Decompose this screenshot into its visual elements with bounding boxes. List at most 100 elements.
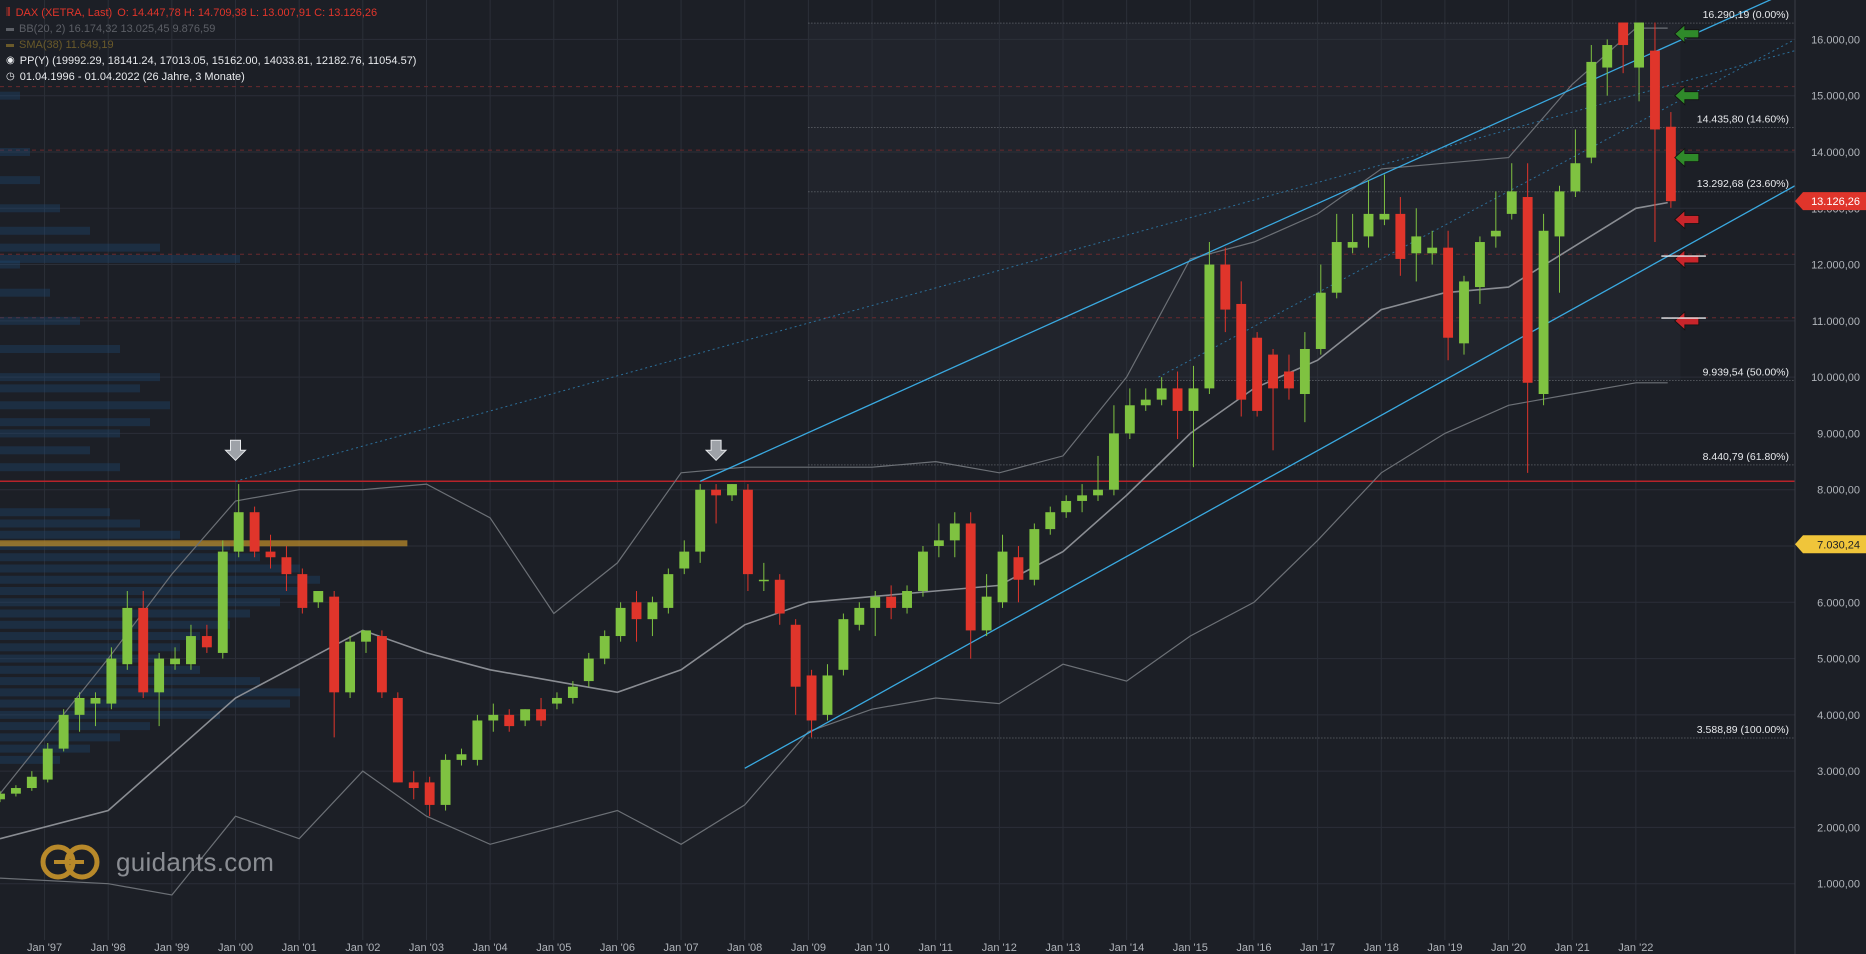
y-tick-label: 8.000,00 (1817, 485, 1860, 497)
candle-up (949, 523, 960, 541)
candle-up (440, 759, 451, 805)
down-arrow-marker-icon (704, 439, 728, 462)
candle-down (201, 636, 212, 648)
volume-profile-bar (0, 344, 120, 353)
candle-up (1331, 242, 1342, 293)
fib-level-label: 13.292,68 (23.60%) (1697, 178, 1789, 190)
volume-profile-bar (0, 519, 140, 528)
candle-up (1474, 242, 1485, 288)
candle-up (472, 720, 483, 760)
candle-down (1268, 354, 1278, 389)
legend-instrument: DAX (XETRA, Last) (15, 7, 113, 19)
candle-down (1172, 388, 1183, 411)
volume-profile-bar (0, 632, 200, 641)
volume-profile-bar (0, 176, 40, 185)
volume-profile-bar (0, 508, 110, 517)
x-tick-label: Jan '21 (1555, 942, 1590, 954)
volume-profile-bar (0, 418, 150, 427)
candle-up (822, 675, 833, 715)
candle-up (1586, 61, 1597, 158)
candle-up (42, 748, 53, 780)
candle-up (1490, 230, 1501, 237)
candle-down (138, 607, 149, 693)
x-tick-label: Jan '22 (1618, 942, 1653, 954)
legend-sma-row[interactable]: SMA(38) 11.649,19 (6, 37, 416, 53)
volume-profile-bar (0, 226, 90, 235)
volume-profile-bar (0, 722, 150, 731)
x-tick-label: Jan '14 (1109, 942, 1144, 954)
legend-range-row[interactable]: ◷ 01.04.1996 - 01.04.2022 (26 Jahre, 3 M… (6, 69, 416, 85)
candle-up (647, 602, 658, 620)
volume-profile-bar (0, 373, 160, 382)
candle-up (170, 658, 180, 665)
trend-channel-lower (744, 185, 1796, 769)
volume-profile-bar (0, 446, 90, 455)
candle-down (424, 782, 435, 805)
legend-pp-row[interactable]: ◉ PP(Y) (19992.29, 18141.24, 17013.05, 1… (6, 53, 416, 69)
marker-price-tag: 7.030,24 (1817, 539, 1860, 551)
candle-up (1188, 388, 1199, 411)
candle-up (1045, 512, 1056, 530)
volume-profile-bar (0, 575, 320, 584)
candle-down (504, 714, 515, 727)
candle-up (1108, 433, 1119, 490)
candle-down (790, 624, 801, 687)
candle-up (1570, 163, 1581, 192)
candle-up (1363, 213, 1374, 237)
candle-up (981, 596, 992, 631)
legend-bb: BB(20, 2) 16.174,32 13.025,45 9.876,59 (19, 23, 216, 35)
legend-bb-row[interactable]: BB(20, 2) 16.174,32 13.025,45 9.876,59 (6, 21, 416, 37)
volume-profile-bar (0, 620, 230, 629)
legend-instrument-row: ⫼ DAX (XETRA, Last) O: 14.447,78 H: 14.7… (6, 5, 416, 21)
guidants-logo-icon (40, 844, 100, 880)
candle-up (1554, 191, 1565, 237)
volume-profile-bar (0, 553, 260, 562)
candle-down (297, 574, 308, 608)
candle-up (758, 579, 769, 582)
candle-up (0, 793, 5, 800)
candle-up (599, 636, 610, 659)
candle-down (536, 709, 546, 721)
x-tick-label: Jan '99 (154, 942, 189, 954)
candle-up (997, 551, 1008, 603)
candle-down (1013, 557, 1024, 580)
x-tick-label: Jan '13 (1045, 942, 1080, 954)
candle-up (58, 714, 69, 749)
y-tick-label: 12.000,00 (1811, 260, 1860, 272)
candle-up (26, 776, 37, 789)
candle-up (854, 607, 865, 625)
volume-profile-bar (0, 587, 300, 596)
candle-up (933, 540, 944, 546)
volume-profile-bar (0, 147, 30, 156)
fib-level-label: 14.435,80 (14.60%) (1697, 113, 1789, 125)
volume-profile-bar (0, 665, 200, 674)
x-tick-label: Jan '03 (409, 942, 444, 954)
fib-level-label: 8.440,79 (61.80%) (1703, 451, 1789, 463)
candle-up (902, 591, 912, 608)
volume-profile-bar (0, 288, 50, 297)
candle-up (727, 484, 737, 496)
candle-up (552, 697, 562, 704)
x-tick-label: Jan '15 (1173, 942, 1208, 954)
x-tick-label: Jan '18 (1364, 942, 1399, 954)
x-tick-label: Jan '08 (727, 942, 762, 954)
y-tick-label: 11.000,00 (1812, 316, 1860, 328)
candle-down (1220, 264, 1231, 310)
candle-down (329, 596, 340, 693)
candle-up (217, 551, 228, 653)
legend-ohlc: O: 14.447,78 H: 14.709,38 L: 13.007,91 C… (117, 7, 378, 19)
fib-level-label: 9.939,54 (50.00%) (1703, 367, 1789, 379)
volume-profile-bar (0, 564, 300, 573)
candle-up (361, 630, 371, 642)
y-tick-label: 16.000,00 (1811, 34, 1860, 46)
candle-up (313, 591, 324, 603)
candle-up (1634, 22, 1644, 68)
candle-up (1093, 489, 1103, 496)
volume-profile-bar (0, 598, 280, 607)
volume-profile-bar (0, 260, 20, 269)
candle-up (456, 754, 467, 760)
candle-up (1538, 230, 1549, 395)
volume-profile-bar (0, 316, 80, 325)
x-tick-label: Jan '05 (536, 942, 571, 954)
